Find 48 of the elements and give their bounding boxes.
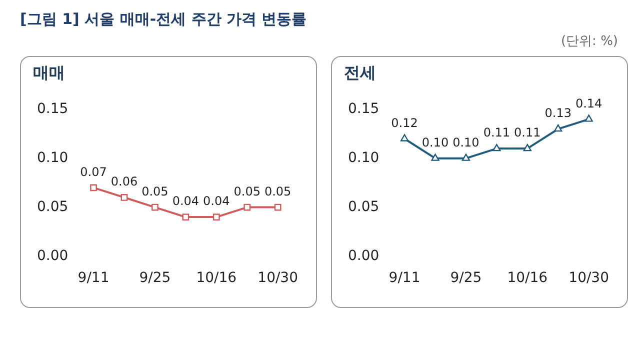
data-label: 0.14 [575,96,602,110]
chart-title: [그림 1] 서울 매매-전세 주간 가격 변동률 [20,10,307,29]
y-tick-label: 0.15 [348,101,380,118]
x-tick-label: 9/11 [78,270,110,286]
point [182,214,190,220]
data-label: 0.13 [544,106,572,120]
y-tick-label: 0.10 [348,150,380,166]
y-tick-label: 0.05 [37,198,68,215]
point [244,204,251,211]
point [431,154,440,161]
x-tick-label: 10/30 [258,270,298,286]
data-label: 0.11 [483,126,510,140]
point [90,184,97,192]
point [492,144,501,152]
data-label: 0.05 [234,184,260,198]
x-tick-label: 10/16 [196,270,237,286]
chart-subtitle: 전세 [344,63,376,84]
x-tick-label: 9/25 [450,270,482,286]
point [152,204,158,211]
point [523,144,532,152]
point [212,214,220,220]
x-tick-label: 10/30 [568,270,610,286]
y-tick-label: 0.05 [348,198,380,215]
data-label: 0.04 [172,194,200,208]
x-tick-label: 9/11 [388,270,420,286]
point [584,114,593,122]
y-tick-label: 0.00 [348,248,380,264]
point [554,124,562,132]
data-label: 0.04 [203,194,230,208]
point [120,194,128,201]
y-tick-label: 0.00 [37,248,68,264]
x-tick-label: 10/16 [507,270,548,286]
x-tick-label: 9/25 [139,270,171,286]
data-label: 0.12 [391,116,418,130]
text: (단위: %) [560,34,618,49]
data-label: 0.05 [142,184,168,198]
point [400,134,409,142]
y-tick-label: 0.10 [37,150,68,166]
data-label: 0.10 [452,135,480,150]
point [462,154,470,161]
data-label: 0.11 [514,126,541,140]
data-label: 0.05 [264,184,292,198]
y-tick-label: 0.15 [37,101,68,118]
point [274,204,282,211]
chart-subtitle: 매매 [33,63,65,84]
data-label: 0.07 [80,164,107,179]
data-label: 0.10 [422,135,449,150]
data-label: 0.06 [110,174,138,189]
